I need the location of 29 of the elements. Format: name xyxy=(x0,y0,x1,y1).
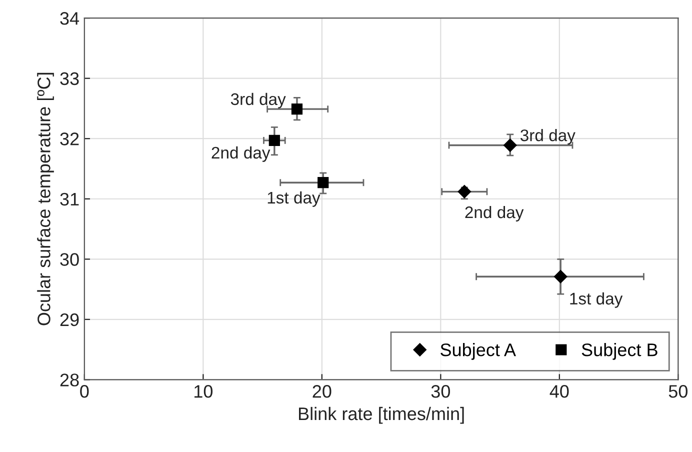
x-tick-label: 0 xyxy=(80,385,89,398)
annotation: 1st day xyxy=(570,292,623,308)
point xyxy=(504,138,517,152)
point xyxy=(291,104,303,115)
y-tick-label: 31 xyxy=(60,192,79,206)
point xyxy=(268,134,280,146)
x-tick-label: 40 xyxy=(550,385,569,398)
point xyxy=(554,270,568,284)
legend-label: Subject A xyxy=(440,342,516,360)
y-tick-label: 30 xyxy=(60,253,79,266)
y-tick-label: 34 xyxy=(60,12,80,25)
x-tick-label: 20 xyxy=(312,385,332,398)
x-tick-label: 50 xyxy=(668,385,688,398)
y-axis-title: Ocular surface temperature [ºC] xyxy=(37,72,54,326)
annotation: 2nd day xyxy=(212,146,270,162)
y-tick-label: 29 xyxy=(60,313,79,326)
annotation: 3rd day xyxy=(520,129,576,145)
annotation: 2nd day xyxy=(465,206,524,222)
point xyxy=(318,177,329,188)
legend-label: Subject B xyxy=(582,342,658,360)
annotation: 3rd day xyxy=(230,92,286,108)
y-tick-label: 28 xyxy=(60,374,79,386)
x-tick-label: 30 xyxy=(431,385,450,398)
x-tick-label: 10 xyxy=(194,385,213,398)
y-tick-label: 32 xyxy=(60,132,79,146)
point xyxy=(458,185,472,198)
x-axis-title: Blink rate [times/min] xyxy=(298,406,464,424)
y-tick-label: 33 xyxy=(60,72,79,86)
annotation: 1st day xyxy=(268,191,320,207)
